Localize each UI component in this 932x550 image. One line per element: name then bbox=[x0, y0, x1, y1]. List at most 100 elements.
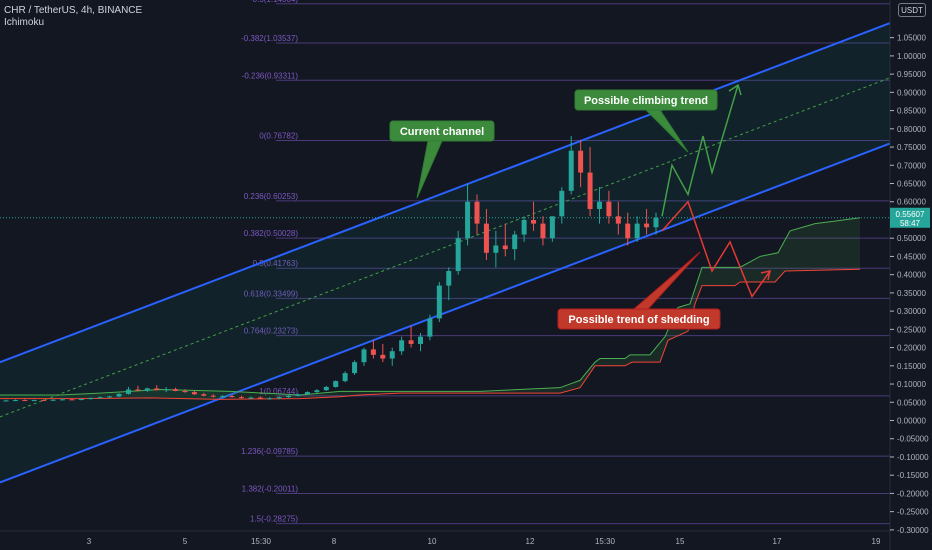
climbing-arrow-head bbox=[728, 83, 742, 96]
candle-body bbox=[474, 201, 480, 224]
x-axis-tick-label: 17 bbox=[773, 537, 782, 546]
y-axis-tick-label: -0.20000 bbox=[897, 489, 929, 498]
candle-body bbox=[540, 223, 546, 239]
candle-body bbox=[201, 394, 207, 396]
candle-body bbox=[69, 399, 75, 401]
candle-body bbox=[50, 399, 56, 401]
callout-text[interactable]: Current channel bbox=[400, 126, 484, 138]
fib-level-label: -0.5(1.14304) bbox=[250, 0, 298, 4]
y-axis-tick-label: -0.30000 bbox=[897, 526, 929, 535]
current-price-tag[interactable] bbox=[890, 207, 930, 228]
y-axis-tick-label: 0.90000 bbox=[897, 88, 926, 97]
y-axis-tick-label: 0.85000 bbox=[897, 107, 926, 116]
candle-body bbox=[239, 397, 245, 399]
y-axis-tick-label: 0.60000 bbox=[897, 198, 926, 207]
channel-upper-line[interactable] bbox=[0, 22, 891, 364]
candle-body bbox=[3, 400, 9, 402]
channel-fill bbox=[0, 23, 890, 483]
current-price-countdown: 58:47 bbox=[900, 219, 921, 228]
candle-body bbox=[88, 397, 94, 399]
candle-body bbox=[304, 392, 310, 395]
candle-body bbox=[455, 238, 461, 272]
fib-level-label: -0.236(0.93311) bbox=[242, 71, 299, 80]
y-axis-tick-label: 0.95000 bbox=[897, 70, 926, 79]
candle-body bbox=[286, 395, 292, 398]
indicator-label[interactable]: Ichimoku bbox=[4, 17, 45, 28]
candle-body bbox=[229, 396, 235, 398]
scenario-paths bbox=[661, 83, 771, 299]
candle-body bbox=[191, 392, 197, 395]
y-axis-tick-label: 0.35000 bbox=[897, 289, 926, 298]
fib-level-label: 1.382(-0.20011) bbox=[242, 484, 299, 493]
y-axis-tick-label: -0.10000 bbox=[897, 453, 929, 462]
candle-body bbox=[248, 397, 254, 399]
x-axis-tick-label: 19 bbox=[872, 537, 881, 546]
y-axis-tick-label: 0.10000 bbox=[897, 380, 926, 389]
candle-body bbox=[427, 318, 433, 337]
callout-box[interactable] bbox=[557, 308, 721, 330]
y-axis-tick-label: 0.40000 bbox=[897, 271, 926, 280]
fib-level-label: -0.382(1.03537) bbox=[241, 34, 298, 43]
candle-body bbox=[154, 388, 160, 391]
fib-level-label: 0.382(0.50028) bbox=[244, 229, 299, 238]
candle-body bbox=[625, 223, 631, 239]
fib-level-label: 0.236(0.60253) bbox=[244, 192, 299, 201]
candle-body bbox=[531, 219, 537, 224]
candle-body bbox=[596, 201, 602, 210]
candle-body bbox=[333, 381, 339, 387]
callout-box[interactable] bbox=[389, 120, 495, 142]
fibonacci-levels: -0.5(1.14304) -0.382(1.03537) -0.236(0.933… bbox=[241, 0, 890, 525]
x-axis-tick-label: 8 bbox=[332, 537, 337, 546]
candle-body bbox=[446, 271, 452, 286]
callout-text[interactable]: Possible trend of shedding bbox=[568, 314, 709, 326]
candle-body bbox=[210, 395, 216, 397]
candle-body bbox=[182, 390, 188, 393]
candle-body bbox=[483, 223, 489, 253]
candle-body bbox=[220, 396, 226, 398]
candle-body bbox=[60, 399, 66, 401]
candle-body bbox=[257, 397, 263, 399]
candle-body bbox=[549, 216, 555, 239]
candle-body bbox=[352, 362, 358, 374]
callout-box[interactable] bbox=[574, 89, 718, 111]
candle-body bbox=[370, 349, 376, 355]
candle-body bbox=[116, 393, 122, 397]
regression-channel[interactable] bbox=[0, 22, 891, 484]
candle-body bbox=[361, 349, 367, 363]
candle-body bbox=[22, 400, 28, 402]
candle-body bbox=[578, 150, 584, 173]
y-axis-tick-label: 0.75000 bbox=[897, 143, 926, 152]
currency-badge[interactable]: USDT bbox=[898, 3, 926, 17]
channel-mid-line bbox=[0, 77, 891, 418]
x-axis-tick-label: 12 bbox=[526, 537, 535, 546]
y-axis-tick-label: 0.15000 bbox=[897, 362, 926, 371]
candle-body bbox=[323, 386, 329, 391]
fib-level-label: 0.5(0.41763) bbox=[253, 259, 299, 268]
candle-body bbox=[41, 400, 47, 402]
candlestick-series bbox=[3, 136, 659, 402]
leading-span-b-line bbox=[0, 268, 861, 400]
x-axis-tick-label: 5 bbox=[183, 537, 188, 546]
shedding-arrow-head bbox=[760, 270, 771, 281]
fib-level-label: 0.618(0.33499) bbox=[244, 289, 299, 298]
channel-lower-line[interactable] bbox=[0, 142, 891, 484]
symbol-title[interactable]: CHR / TetherUS, 4h, BINANCE bbox=[4, 5, 143, 16]
candle-body bbox=[634, 223, 640, 239]
callouts[interactable]: Current channel Possible climbing trend Po… bbox=[389, 89, 721, 330]
candle-body bbox=[559, 190, 565, 217]
candle-body bbox=[125, 389, 131, 394]
candle-body bbox=[389, 351, 395, 359]
y-axis-tick-label: 1.05000 bbox=[897, 34, 926, 43]
candle-body bbox=[408, 340, 414, 344]
x-axis-tick-label: 15:30 bbox=[595, 537, 616, 546]
y-axis-tick-label: 0.05000 bbox=[897, 398, 926, 407]
candle-body bbox=[12, 400, 18, 402]
candle-body bbox=[342, 373, 348, 382]
y-axis-tick-label: 0.30000 bbox=[897, 307, 926, 316]
y-axis-tick-label: 0.25000 bbox=[897, 325, 926, 334]
callout-text[interactable]: Possible climbing trend bbox=[584, 95, 708, 107]
y-axis-tick-label: -0.15000 bbox=[897, 471, 929, 480]
